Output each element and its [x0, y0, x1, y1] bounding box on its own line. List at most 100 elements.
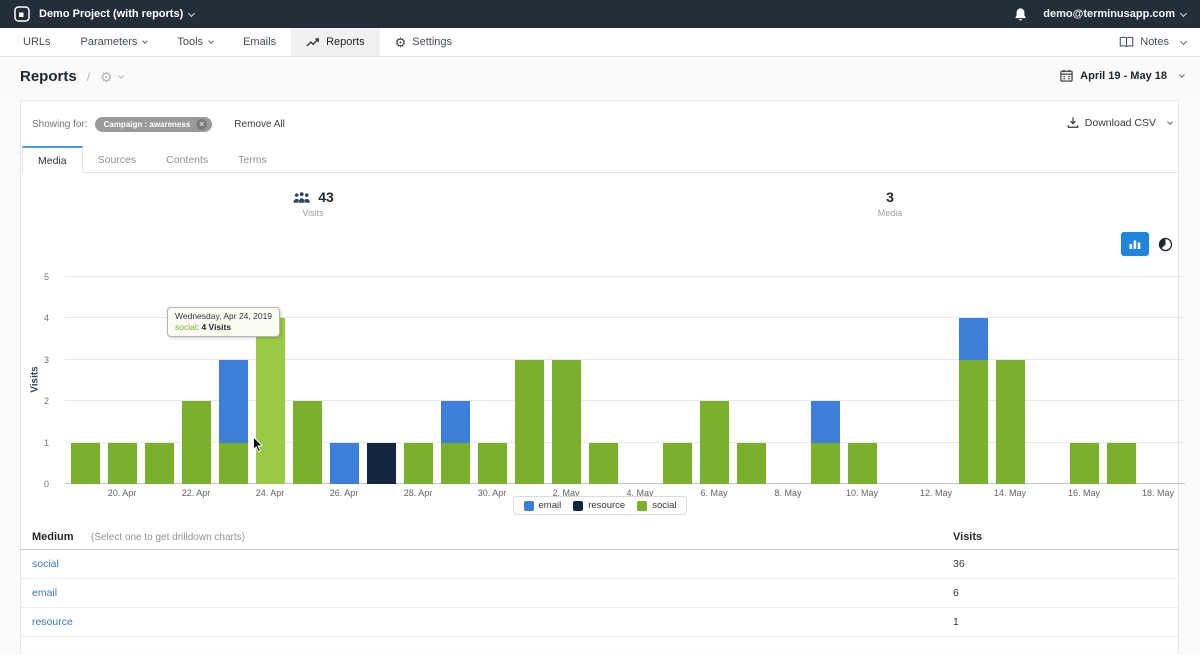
- bar-social-apr-21[interactable]: [144, 442, 174, 484]
- bar-social-apr-20[interactable]: [107, 442, 137, 484]
- tooltip-series-name: social: [175, 322, 197, 332]
- notes-label: Notes: [1140, 36, 1169, 48]
- nav-item-reports[interactable]: Reports: [291, 28, 380, 56]
- tab-media[interactable]: Media: [22, 146, 83, 173]
- legend-item-resource[interactable]: resource: [573, 500, 625, 511]
- filter-tag-campaign-awareness[interactable]: Campaign : awareness ×: [94, 116, 213, 132]
- tooltip-date: Wednesday, Apr 24, 2019: [175, 311, 273, 321]
- x-tick-label: 18. May: [1141, 488, 1175, 498]
- chart-tooltip: Wednesday, Apr 24, 2019 social: 4 Visits: [167, 307, 281, 337]
- bar-social-may-10[interactable]: [847, 442, 877, 484]
- nav-item-parameters[interactable]: Parameters: [66, 28, 163, 56]
- date-range-picker[interactable]: April 19 - May 18: [1060, 69, 1185, 82]
- download-csv-button[interactable]: Download CSV: [1067, 116, 1173, 129]
- legend-item-social[interactable]: social: [637, 500, 676, 511]
- notifications-bell-icon[interactable]: [1014, 7, 1027, 21]
- bar-resource-apr-27[interactable]: [366, 442, 396, 484]
- bar-social-may-9[interactable]: [810, 442, 840, 484]
- x-tick-label: 10. May: [845, 488, 879, 498]
- nav-item-tools[interactable]: Tools: [162, 28, 228, 56]
- nav-item-label: Reports: [326, 36, 365, 48]
- remove-tag-icon[interactable]: ×: [196, 118, 208, 130]
- tooltip-value: 4 Visits: [201, 322, 232, 332]
- bar-social-may-16[interactable]: [1069, 442, 1099, 484]
- chevron-down-icon: [188, 9, 196, 17]
- x-tick-label: 8. May: [774, 488, 802, 498]
- bar-social-may-5[interactable]: [662, 442, 692, 484]
- bar-social-apr-25[interactable]: [292, 401, 322, 484]
- nav-item-urls[interactable]: URLs: [8, 28, 66, 56]
- y-tick-label: 4: [43, 313, 49, 324]
- topbar: Demo Project (with reports) demo@terminu…: [0, 0, 1200, 28]
- bar-social-apr-24[interactable]: [255, 318, 285, 484]
- remove-all-button[interactable]: Remove All: [234, 118, 285, 130]
- gear-icon: ⚙: [100, 68, 113, 85]
- pie-chart-toggle-button[interactable]: [1158, 237, 1173, 252]
- medium-link-resource[interactable]: resource: [32, 616, 73, 628]
- bar-social-may-2[interactable]: [551, 359, 581, 484]
- x-tick-label: 20. Apr: [107, 488, 137, 498]
- nav-item-label: Tools: [177, 36, 204, 48]
- tab-sources[interactable]: Sources: [97, 154, 137, 166]
- bar-social-apr-19[interactable]: [70, 442, 100, 484]
- bar-social-apr-30[interactable]: [477, 442, 507, 484]
- tabs: Media Sources Contents Terms: [20, 146, 1179, 173]
- bar-email-apr-29[interactable]: [440, 401, 470, 443]
- tooltip-line: social: 4 Visits: [175, 322, 272, 332]
- bar-social-may-6[interactable]: [699, 401, 729, 484]
- account-email: demo@terminusapp.com: [1043, 8, 1175, 20]
- filter-tag-label: Campaign : awareness: [103, 119, 191, 129]
- bar-social-apr-28[interactable]: [403, 442, 433, 484]
- gridline: [65, 400, 1185, 402]
- app-logo-icon[interactable]: [14, 6, 30, 22]
- bar-social-may-3[interactable]: [588, 442, 618, 484]
- legend-item-email[interactable]: email: [523, 500, 561, 511]
- chevron-down-icon: [117, 72, 124, 79]
- book-icon: [1119, 36, 1134, 48]
- project-switcher[interactable]: Demo Project (with reports): [39, 8, 196, 20]
- nav-item-emails[interactable]: Emails: [228, 28, 291, 56]
- tab-terms[interactable]: Terms: [238, 154, 267, 166]
- nav-item-settings[interactable]: ⚙ Settings: [380, 28, 467, 56]
- bar-social-may-17[interactable]: [1106, 442, 1136, 484]
- bar-email-may-9[interactable]: [810, 401, 840, 443]
- chevron-down-icon: [142, 38, 149, 44]
- gridline: [65, 483, 1185, 484]
- nav-item-label: URLs: [23, 36, 51, 48]
- bar-email-apr-23[interactable]: [218, 359, 248, 443]
- report-settings-dropdown[interactable]: ⚙: [100, 68, 124, 85]
- table-row-social: social 36: [20, 550, 1179, 579]
- column-chart-icon: [1128, 238, 1142, 250]
- bar-social-apr-29[interactable]: [440, 442, 470, 484]
- chart-x-axis: 20. Apr 22. Apr 24. Apr 26. Apr 28. Apr 30. A…: [65, 488, 1185, 502]
- showing-for-label: Showing for:: [32, 118, 88, 130]
- bar-social-may-13[interactable]: [958, 359, 988, 484]
- nav-item-label: Parameters: [80, 36, 138, 48]
- gear-icon: ⚙: [394, 34, 407, 50]
- bar-chart-toggle-button[interactable]: [1121, 232, 1149, 256]
- medium-link-social[interactable]: social: [32, 558, 59, 570]
- bar-social-apr-23[interactable]: [218, 442, 248, 484]
- x-tick-label: 14. May: [993, 488, 1027, 498]
- bar-email-apr-26[interactable]: [329, 442, 359, 484]
- tab-contents[interactable]: Contents: [166, 154, 209, 166]
- y-tick-label: 3: [43, 354, 49, 365]
- account-menu[interactable]: demo@terminusapp.com: [1043, 8, 1188, 20]
- bar-social-may-7[interactable]: [736, 442, 766, 484]
- download-csv-label: Download CSV: [1084, 116, 1156, 129]
- table-row-email: email 6: [20, 579, 1179, 608]
- legend-swatch: [523, 500, 534, 511]
- x-tick-label: 16. May: [1067, 488, 1101, 498]
- legend-swatch: [637, 500, 648, 511]
- bar-social-apr-22[interactable]: [181, 401, 211, 484]
- notes-menu[interactable]: Notes: [1119, 28, 1188, 56]
- bar-social-may-14[interactable]: [995, 359, 1025, 484]
- bar-email-may-13[interactable]: [958, 318, 988, 360]
- bar-social-may-1[interactable]: [514, 359, 544, 484]
- x-tick-label: 6. May: [700, 488, 728, 498]
- table-row-resource: resource 1: [20, 608, 1179, 637]
- column-header-medium: Medium: [32, 531, 74, 543]
- chevron-down-icon: [1179, 37, 1188, 45]
- medium-link-email[interactable]: email: [32, 587, 58, 599]
